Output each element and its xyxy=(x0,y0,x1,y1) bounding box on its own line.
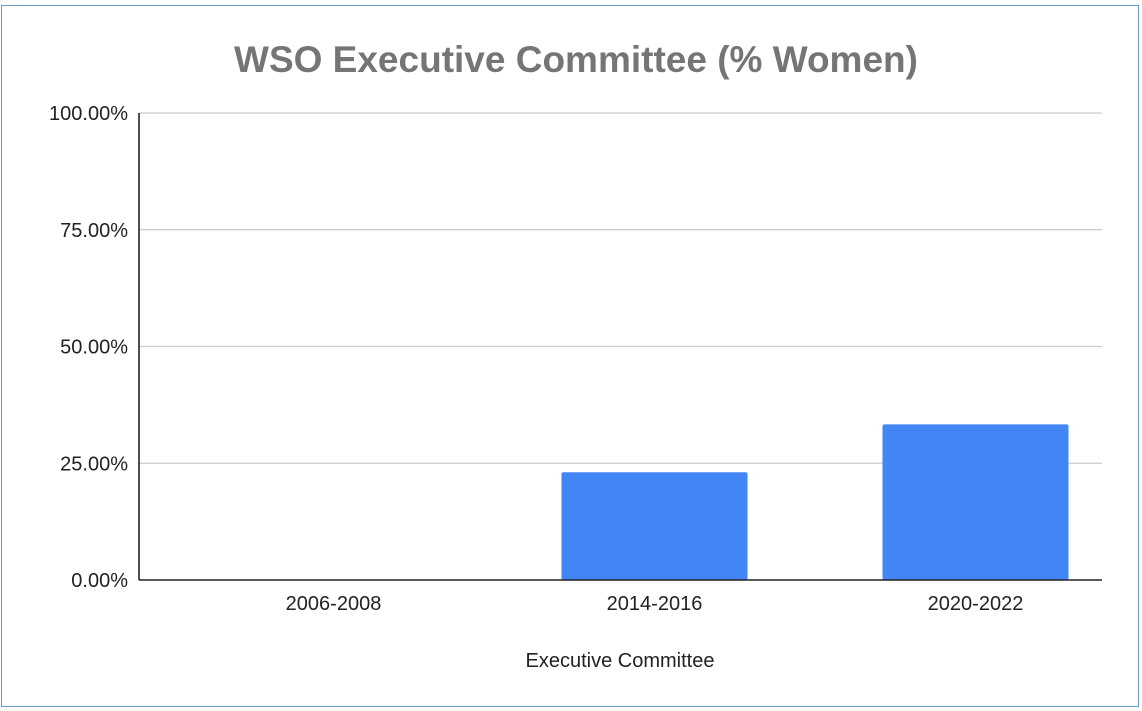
axes xyxy=(138,113,1102,581)
bars xyxy=(561,424,1069,580)
x-tick-labels: 2006-2008 2014-2016 2020-2022 xyxy=(286,593,1024,615)
y-tick-labels: 0.00% 25.00% 50.00% 75.00% 100.00% xyxy=(49,103,128,592)
x-tick-label: 2020-2022 xyxy=(928,593,1024,615)
y-tick-label: 75.00% xyxy=(60,220,128,242)
bar-2020-2022 xyxy=(882,424,1069,580)
y-tick-label: 50.00% xyxy=(60,337,128,359)
x-axis-title: Executive Committee xyxy=(526,650,715,672)
y-tick-label: 0.00% xyxy=(71,570,128,592)
y-tick-label: 100.00% xyxy=(49,103,128,125)
gridlines xyxy=(139,112,1102,464)
chart-title: WSO Executive Committee (% Women) xyxy=(234,39,918,80)
x-tick-label: 2014-2016 xyxy=(607,593,703,615)
bar-2014-2016 xyxy=(561,472,748,580)
x-tick-label: 2006-2008 xyxy=(286,593,382,615)
chart-frame xyxy=(1,5,1139,707)
y-tick-label: 25.00% xyxy=(60,453,128,475)
